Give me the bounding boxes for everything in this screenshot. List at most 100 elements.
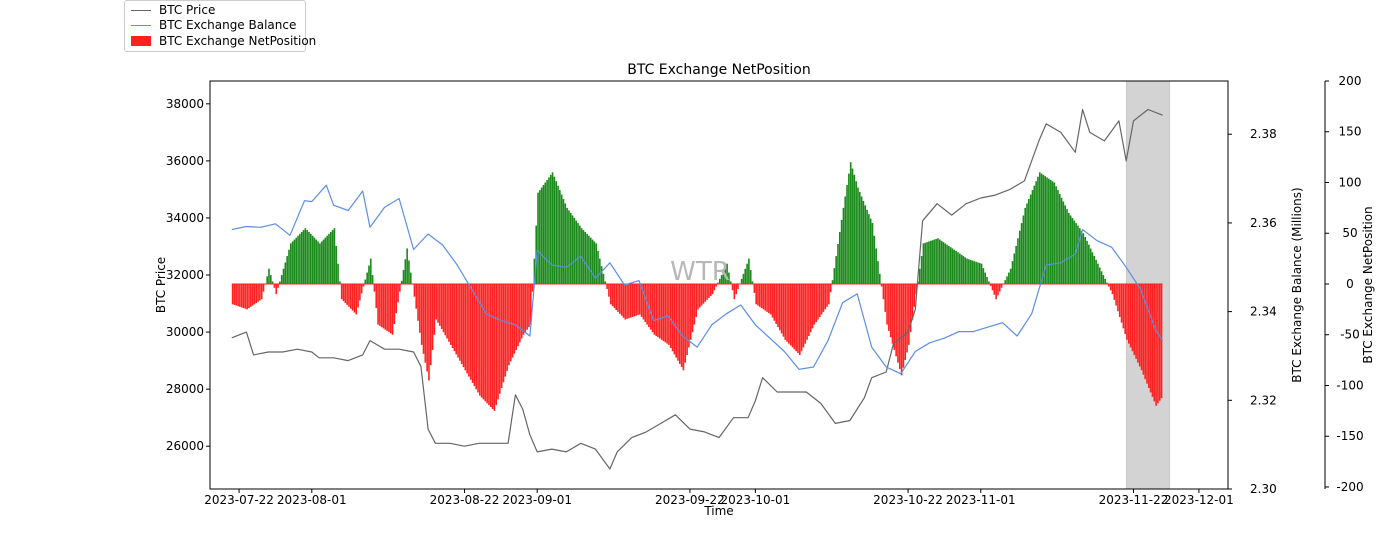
netposition-bar (309, 233, 312, 284)
netposition-bar (766, 283, 768, 312)
legend-swatch-netposition (131, 36, 151, 46)
netposition-bar (311, 235, 314, 284)
netposition-bar (902, 283, 905, 368)
netposition-bar (802, 283, 805, 348)
netposition-bar (822, 283, 825, 312)
netposition-bar (326, 235, 328, 284)
netposition-bar (560, 194, 563, 284)
netposition-bar (564, 203, 567, 284)
netposition-bar (362, 283, 365, 287)
netposition-bar (662, 283, 665, 342)
netposition-bar (1113, 283, 1116, 300)
netposition-bar (975, 261, 977, 284)
netposition-bar (602, 273, 605, 284)
x-tick-label: 2023-10-22 (873, 493, 943, 507)
netposition-bar (1157, 283, 1159, 404)
netposition-bar (1095, 259, 1097, 284)
netposition-bar (693, 283, 696, 325)
netposition-bar (635, 283, 637, 316)
price-tick-label: 26000 (166, 439, 204, 453)
x-tick-label: 2023-08-22 (430, 493, 500, 507)
netposition-bar (931, 240, 934, 284)
netposition-bar (419, 283, 421, 333)
netposition-bar (677, 283, 679, 361)
netposition-bar (849, 162, 852, 284)
netposition-bar (1124, 283, 1126, 335)
netposition-bar (1080, 230, 1083, 284)
netposition-bar (788, 283, 790, 344)
netposition-bar (1084, 237, 1087, 284)
netposition-bar (806, 283, 808, 340)
netposition-bar (898, 283, 901, 369)
netposition-bar (517, 283, 519, 347)
netposition-bar (528, 283, 530, 328)
netposition-bar (240, 283, 243, 308)
netposition-bar (633, 283, 636, 317)
netposition-bar (255, 283, 258, 304)
netposition-bar (900, 283, 903, 376)
netposition-bar (464, 283, 467, 371)
netposition-bar (453, 283, 456, 352)
netposition-bar (1026, 203, 1028, 284)
netposition-bar (1071, 218, 1074, 284)
netposition-bar (529, 283, 532, 325)
netposition-bar (868, 214, 870, 284)
netposition-bar (509, 283, 512, 362)
watermark-text: WTR (670, 257, 730, 287)
netposition-bar (757, 283, 759, 306)
netposition-bar (695, 283, 697, 317)
netposition-bar (611, 283, 614, 307)
netposition-bar (977, 262, 979, 284)
x-tick-label: 2023-07-22 (204, 493, 274, 507)
netposition-bar (249, 283, 252, 307)
netposition-bar (435, 283, 438, 320)
netposition-bar (829, 283, 832, 293)
netposition-bar (838, 231, 841, 284)
netposition-bar (960, 254, 963, 284)
netposition-bar (797, 283, 799, 354)
netposition-bar (891, 283, 894, 344)
netposition-bar (1004, 280, 1007, 284)
netposition-bar (659, 283, 661, 339)
netposition-bar (842, 207, 845, 284)
netposition-bar (993, 283, 996, 295)
netposition-bar (768, 283, 770, 314)
netposition-bar (1060, 197, 1063, 284)
netposition-bar (302, 230, 305, 284)
netposition-bar (239, 283, 241, 307)
netposition-bar (828, 283, 830, 305)
netposition-bar (400, 280, 403, 284)
netposition-bar (1069, 215, 1072, 284)
netposition-bar (911, 283, 914, 320)
netposition-bar (344, 283, 347, 304)
netposition-bar (915, 283, 917, 295)
netposition-bar (409, 272, 412, 284)
netposition-bar (786, 283, 788, 342)
netposition-bar (300, 231, 303, 284)
price-tick-label: 32000 (166, 268, 204, 282)
netposition-bar (1040, 173, 1043, 284)
netposition-bar (304, 228, 307, 284)
netposition-bar (566, 207, 568, 284)
netposition-bar (571, 215, 574, 284)
netposition-bar (642, 283, 645, 320)
netposition-tick-label: 100 (1339, 175, 1362, 189)
netposition-tick-label: -100 (1336, 378, 1363, 392)
netposition-bar (1018, 230, 1021, 284)
netposition-bar (973, 261, 976, 284)
netposition-bar (966, 258, 968, 284)
netposition-bar (504, 283, 507, 377)
netposition-bar (544, 182, 547, 284)
legend-swatch-price (131, 10, 151, 11)
netposition-bar (848, 173, 850, 284)
netposition-bar (346, 283, 348, 305)
netposition-bar (728, 272, 730, 284)
netposition-bar (580, 228, 583, 284)
netposition-bar (364, 279, 367, 284)
netposition-bar (649, 283, 652, 330)
netposition-bar (1093, 256, 1096, 284)
netposition-bar (955, 251, 957, 284)
netposition-bar (938, 239, 941, 284)
netposition-bar (415, 283, 418, 309)
netposition-bar (1066, 209, 1068, 284)
